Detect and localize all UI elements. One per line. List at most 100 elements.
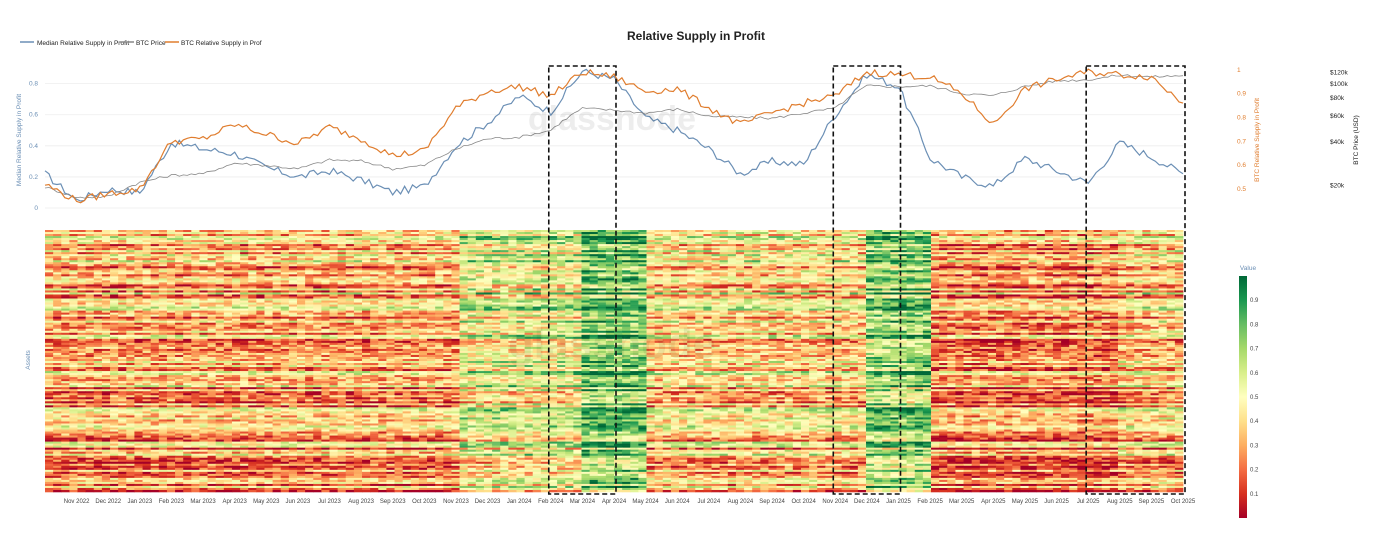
heatmap-cell	[1150, 297, 1159, 299]
heatmap-cell	[118, 301, 127, 303]
heatmap-cell	[1077, 236, 1086, 238]
heatmap-cell	[842, 238, 851, 240]
heatmap-cell	[460, 284, 469, 286]
heatmap-cell	[313, 272, 322, 274]
heatmap-cell	[386, 274, 395, 276]
heatmap-cell	[687, 264, 696, 266]
heatmap-cell	[712, 232, 721, 234]
heatmap-cell	[289, 262, 298, 264]
heatmap-cell	[191, 260, 200, 262]
heatmap-cell	[598, 294, 607, 296]
heatmap-cell	[191, 294, 200, 296]
heatmap-cell	[663, 234, 672, 236]
heatmap-cell	[321, 258, 330, 260]
heatmap-cell	[1020, 282, 1029, 284]
heatmap-cell	[988, 268, 997, 270]
heatmap-cell	[581, 282, 590, 284]
heatmap-cell	[370, 232, 379, 234]
heatmap-cell	[159, 299, 168, 301]
heatmap-cell	[866, 234, 875, 236]
heatmap-cell	[695, 246, 704, 248]
heatmap-cell	[1126, 236, 1135, 238]
heatmap-cell	[525, 274, 534, 276]
heatmap-cell	[801, 234, 810, 236]
heatmap-cell	[736, 256, 745, 258]
heatmap-cell	[752, 262, 761, 264]
heatmap-cell	[476, 288, 485, 290]
heatmap-cell	[378, 290, 387, 292]
heatmap-cell	[744, 272, 753, 274]
heatmap-cell	[78, 236, 87, 238]
heatmap-cell	[890, 246, 899, 248]
heatmap-cell	[842, 292, 851, 294]
heatmap-cell	[321, 242, 330, 244]
heatmap-cell	[1053, 248, 1062, 250]
heatmap-cell	[191, 272, 200, 274]
heatmap-cell	[785, 244, 794, 246]
heatmap-cell	[451, 262, 460, 264]
heatmap-cell	[1126, 297, 1135, 299]
heatmap-cell	[915, 294, 924, 296]
heatmap-cell	[175, 254, 184, 256]
heatmap-cell	[435, 301, 444, 303]
heatmap-cell	[581, 254, 590, 256]
heatmap-cell	[598, 236, 607, 238]
heatmap-cell	[281, 301, 290, 303]
heatmap-cell	[110, 262, 119, 264]
heatmap-cell	[842, 276, 851, 278]
heatmap-cell	[598, 258, 607, 260]
heatmap-cell	[842, 262, 851, 264]
heatmap-cell	[435, 234, 444, 236]
heatmap-cell	[817, 299, 826, 301]
heatmap-cell	[1069, 284, 1078, 286]
heatmap-cell	[199, 286, 208, 288]
heatmap-cell	[752, 284, 761, 286]
heatmap-cell	[1020, 238, 1029, 240]
heatmap-cell	[1134, 262, 1143, 264]
heatmap-cell	[500, 232, 509, 234]
heatmap-cell	[1029, 290, 1038, 292]
heatmap-cell	[647, 264, 656, 266]
heatmap-cell	[1110, 258, 1119, 260]
heatmap-cell	[1110, 242, 1119, 244]
heatmap-cell	[500, 280, 509, 282]
heatmap-cell	[809, 252, 818, 254]
heatmap-cell	[817, 292, 826, 294]
heatmap-cell	[460, 260, 469, 262]
heatmap-cell	[720, 236, 729, 238]
heatmap-cell	[712, 280, 721, 282]
heatmap-cell	[525, 230, 534, 232]
heatmap-cell	[468, 278, 477, 280]
heatmap-cell	[1053, 280, 1062, 282]
heatmap-cell	[321, 272, 330, 274]
heatmap-cell	[1037, 234, 1046, 236]
heatmap-cell	[500, 238, 509, 240]
heatmap-cell	[744, 266, 753, 268]
heatmap-cell	[378, 280, 387, 282]
heatmap-cell	[1004, 272, 1013, 274]
heatmap-cell	[232, 276, 241, 278]
heatmap-cell	[175, 278, 184, 280]
heatmap-cell	[1134, 260, 1143, 262]
heatmap-cell	[1061, 274, 1070, 276]
heatmap-cell	[980, 276, 989, 278]
heatmap-cell	[1175, 254, 1184, 256]
heatmap-cell	[183, 248, 192, 250]
heatmap-cell	[126, 292, 135, 294]
heatmap-cell	[134, 242, 143, 244]
heatmap-cell	[86, 270, 95, 272]
heatmap-cell	[1077, 270, 1086, 272]
heatmap-cell	[590, 288, 599, 290]
heatmap-cell	[208, 274, 217, 276]
heatmap-cell	[143, 240, 152, 242]
heatmap-cell	[354, 252, 363, 254]
heatmap-cell	[297, 234, 306, 236]
heatmap-cell	[1118, 292, 1127, 294]
heatmap-cell	[191, 256, 200, 258]
heatmap-cell	[695, 260, 704, 262]
heatmap-cell	[346, 238, 355, 240]
heatmap-cell	[915, 262, 924, 264]
heatmap-cell	[1085, 297, 1094, 299]
heatmap-cell	[216, 234, 225, 236]
heatmap-cell	[110, 230, 119, 232]
